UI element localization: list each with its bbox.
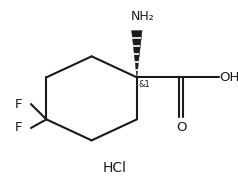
Text: F: F — [15, 98, 23, 111]
Text: NH₂: NH₂ — [131, 10, 155, 23]
Text: OH: OH — [220, 71, 238, 84]
Text: &1: &1 — [138, 80, 150, 89]
Text: F: F — [15, 121, 23, 134]
Text: HCl: HCl — [102, 161, 126, 175]
Polygon shape — [132, 31, 142, 77]
Text: O: O — [177, 121, 187, 134]
